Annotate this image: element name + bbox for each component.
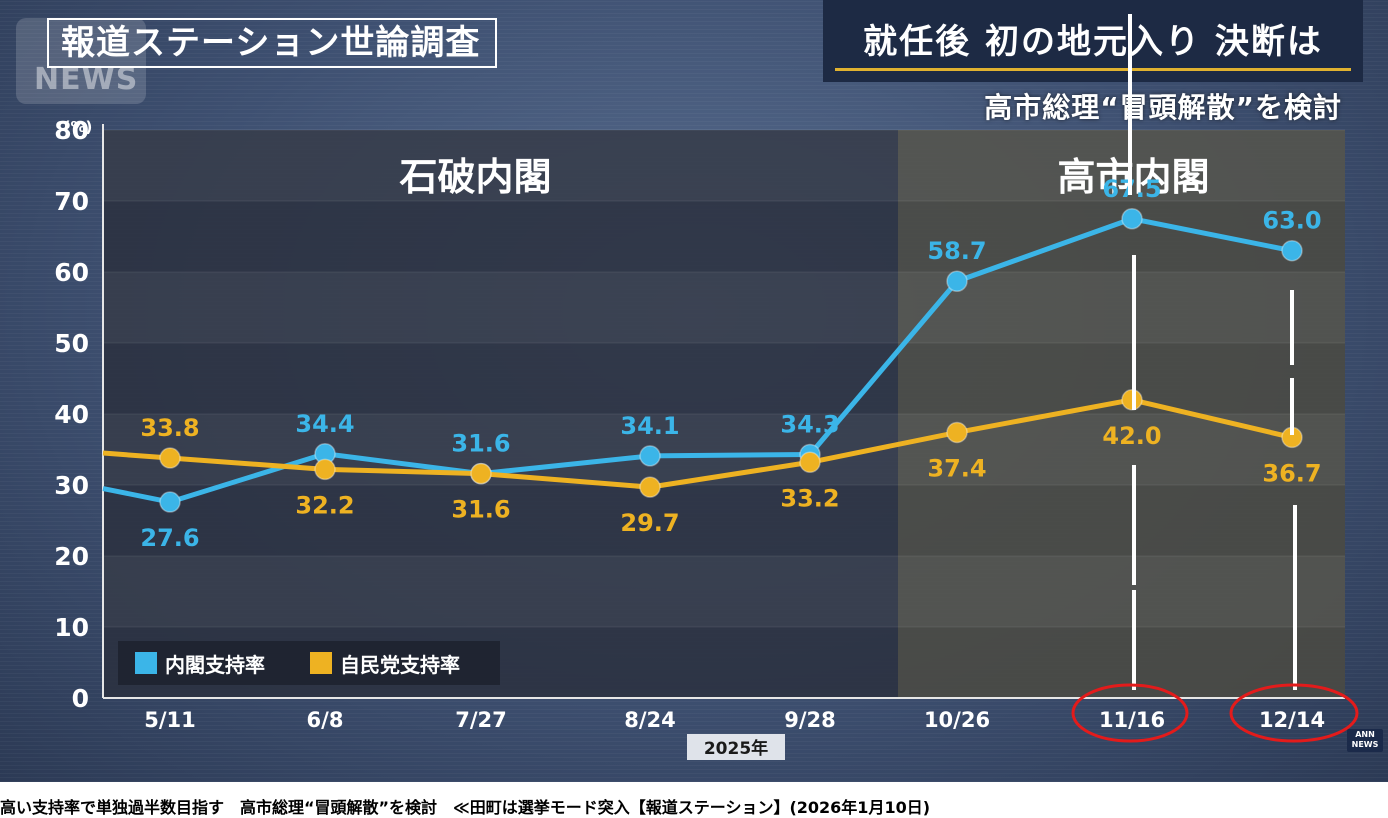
x-tick-label: 12/14 [1259, 708, 1325, 732]
data-point [1121, 208, 1143, 230]
headline-banner: 就任後 初の地元入り 決断は [823, 0, 1363, 82]
data-label: 33.8 [140, 414, 199, 442]
data-label: 31.6 [451, 430, 510, 458]
headline-text: 就任後 初の地元入り 決断は [863, 22, 1323, 62]
highlight-circle [1071, 683, 1189, 743]
data-point [639, 476, 661, 498]
x-tick-label: 11/16 [1099, 708, 1165, 732]
video-caption: 高い支持率で単独過半数目指す 高市総理“冒頭解散”を検討 ≪田町は選挙モード突入… [0, 798, 931, 817]
period-band-ishiba [103, 130, 898, 698]
data-label: 63.0 [1262, 207, 1321, 235]
legend-label: 自民党支持率 [340, 653, 460, 677]
data-label: 58.7 [927, 237, 986, 265]
y-tick-label: 40 [54, 400, 89, 429]
highlight-circle [1229, 683, 1359, 743]
data-point [314, 458, 336, 481]
grid-stripe [103, 556, 1345, 627]
data-point [946, 270, 968, 292]
data-label: 42.0 [1102, 422, 1161, 450]
data-point [470, 462, 492, 485]
data-label: 36.7 [1262, 459, 1321, 487]
y-unit-label: (%) [64, 118, 93, 136]
data-label: 29.7 [620, 509, 679, 537]
y-tick-label: 30 [54, 471, 89, 500]
data-label: 34.4 [295, 410, 354, 438]
data-label: 27.6 [140, 524, 199, 552]
legend-swatch [310, 652, 332, 674]
grid-stripe [103, 130, 1345, 201]
legend-box [118, 641, 500, 685]
period-label: 高市内閣 [1057, 155, 1209, 199]
data-label: 34.3 [780, 410, 839, 438]
data-point [1281, 239, 1303, 262]
data-label: 32.2 [295, 491, 354, 519]
x-tick-label: 9/28 [784, 708, 836, 732]
y-tick-label: 70 [54, 187, 89, 216]
data-label: 31.6 [451, 496, 510, 524]
survey-title: 報道ステーション世論調査 [47, 18, 497, 68]
data-point [639, 445, 661, 467]
y-tick-label: 50 [54, 329, 89, 358]
x-tick-label: 6/8 [307, 708, 344, 732]
data-label: 33.2 [780, 484, 839, 512]
y-tick-label: 20 [54, 542, 89, 571]
y-tick-label: 10 [54, 613, 89, 642]
y-tick-label: 60 [54, 258, 89, 287]
ann-logo-line1: ANN [1355, 730, 1375, 739]
x-tick-label: 5/11 [144, 708, 196, 732]
broadcast-frame: NEWS 報道ステーション世論調査 就任後 初の地元入り 決断は 高市総理“冒頭… [0, 0, 1388, 782]
period-label: 石破内閣 [399, 155, 551, 199]
y-tick-label: 80 [54, 116, 89, 145]
x-tick-label: 10/26 [924, 708, 990, 732]
data-label: 37.4 [927, 454, 986, 482]
legend-label: 内閣支持率 [165, 653, 265, 677]
subheadline: 高市総理“冒頭解散”を検討 [984, 91, 1342, 124]
legend-swatch [135, 652, 157, 674]
x-tick-label: 8/24 [624, 708, 676, 732]
ann-news-logo: ANN NEWS [1347, 729, 1383, 752]
data-point [159, 491, 181, 513]
data-label: 34.1 [620, 412, 679, 440]
x-tick-label: 7/27 [455, 708, 507, 732]
approval-line-chart: (%) 0 10 20 30 40 50 60 70 80 5/11 6/8 7/27 8/24 9/28 1… [54, 116, 1359, 760]
headline-underline [835, 68, 1351, 71]
year-label: 2025年 [704, 738, 768, 759]
year-label-box [687, 734, 785, 760]
data-point [799, 451, 821, 474]
grid-stripe [103, 272, 1345, 343]
data-point [946, 421, 968, 444]
y-tick-label: 0 [72, 684, 89, 713]
data-point [159, 447, 181, 469]
ann-logo-line2: NEWS [1351, 740, 1379, 749]
